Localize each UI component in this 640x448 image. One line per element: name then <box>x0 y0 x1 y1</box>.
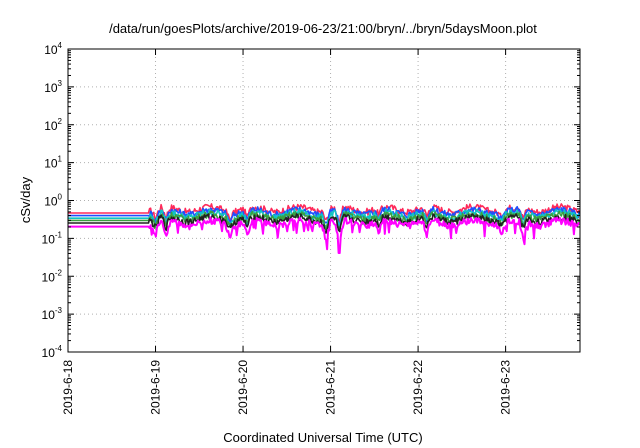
series-line <box>68 216 580 254</box>
y-tick-label: 10-3 <box>42 306 63 322</box>
x-tick-label: 2019-6-18 <box>61 360 75 415</box>
x-tick-label: 2019-6-22 <box>411 360 425 415</box>
y-axis-label: cSv/day <box>18 176 33 223</box>
y-tick-label: 10-4 <box>42 344 63 360</box>
y-tick-label: 101 <box>44 155 62 171</box>
series-line <box>68 205 580 228</box>
y-tick-label: 102 <box>44 117 62 133</box>
y-tick-label: 100 <box>44 193 62 209</box>
y-tick-label: 10-2 <box>42 268 63 284</box>
y-axis: 104 103 102 101 100 10-1 10-2 10-3 10-4 <box>42 41 580 360</box>
x-tick-label: 2019-6-23 <box>499 360 513 415</box>
grid <box>68 49 580 352</box>
y-tick-label: 104 <box>44 41 62 57</box>
series-group <box>68 203 580 254</box>
x-tick-label: 2019-6-20 <box>236 360 250 415</box>
chart-title: /data/run/goesPlots/archive/2019-06-23/2… <box>109 21 537 36</box>
x-tick-label: 2019-6-19 <box>149 360 163 415</box>
x-tick-label: 2019-6-21 <box>324 360 338 415</box>
y-tick-label: 10-1 <box>42 230 63 246</box>
x-axis: 2019-6-18 2019-6-19 2019-6-20 2019-6-21 2019… <box>61 49 513 415</box>
y-tick-label: 103 <box>44 79 62 95</box>
x-axis-label: Coordinated Universal Time (UTC) <box>223 430 422 445</box>
